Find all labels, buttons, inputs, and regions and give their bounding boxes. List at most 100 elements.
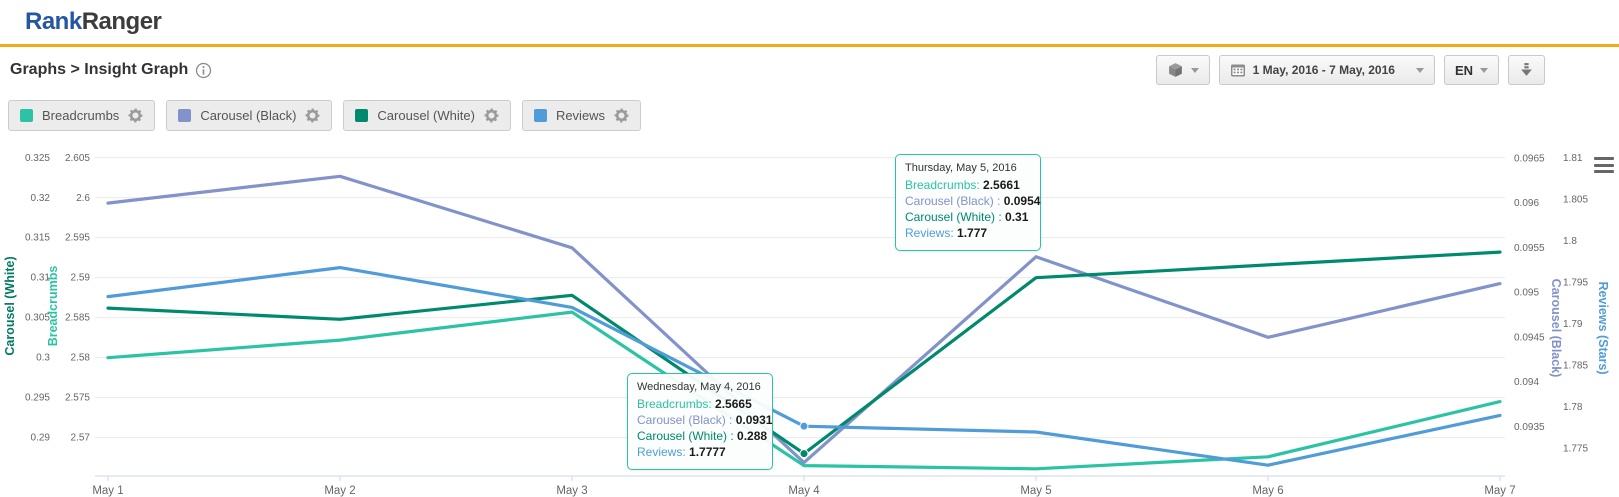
axis-tick-label-breadcrumbs: 2.605 [65, 153, 90, 164]
axis-tick-label-breadcrumbs: 2.59 [71, 273, 91, 284]
legend-chip-breadcrumbs[interactable]: Breadcrumbs [8, 100, 156, 131]
series-color-swatch [20, 109, 33, 122]
tooltip-row: Reviews: 1.7777 [637, 444, 726, 459]
axis-tick-label-breadcrumbs: 2.57 [71, 433, 91, 444]
series-color-swatch [355, 109, 369, 122]
axis-tick-label-reviews: 1.805 [1563, 194, 1588, 205]
x-axis-label: May 6 [1252, 485, 1283, 497]
gear-icon[interactable] [128, 108, 143, 123]
tooltip-row: Carousel (White) : 0.288 [637, 428, 768, 443]
series-color-swatch [178, 109, 192, 122]
axis-tick-label-carousel_black: 0.095 [1514, 288, 1539, 299]
series-line-reviews[interactable] [106, 266, 1502, 467]
package-icon [1168, 62, 1182, 77]
axis-tick-label-breadcrumbs: 2.6 [76, 193, 90, 204]
axis-tick-label-carousel_white: 0.325 [25, 153, 50, 164]
x-axis-label: May 7 [1484, 485, 1515, 497]
axis-tick-label-reviews: 1.79 [1563, 319, 1583, 330]
legend-chip-carousel-black[interactable]: Carousel (Black) [166, 100, 333, 131]
chart-tooltip-may5: Thursday, May 5, 2016 Breadcrumbs: 2.566… [895, 154, 1041, 251]
axis-tick-label-breadcrumbs: 2.585 [65, 313, 90, 324]
x-axis-label: May 5 [1020, 485, 1051, 497]
chart-tooltip-may4: Wednesday, May 4, 2016 Breadcrumbs: 2.56… [627, 373, 773, 470]
chevron-down-icon [1480, 67, 1488, 73]
hover-marker[interactable] [799, 421, 809, 431]
gear-icon[interactable] [614, 108, 629, 123]
app-logo[interactable]: RankRanger [25, 8, 162, 36]
axis-title-carousel_white: Carousel (White) [3, 256, 17, 355]
logo-ranger: Ranger [81, 8, 162, 35]
axis-tick-label-reviews: 1.775 [1563, 444, 1588, 455]
tooltip-date: Thursday, May 5, 2016 [905, 162, 1017, 174]
logo-rank: Rank [25, 8, 82, 35]
axis-tick-label-carousel_black: 0.0965 [1514, 153, 1545, 164]
legend-chip-label: Carousel (White) [377, 108, 475, 123]
axis-tick-label-breadcrumbs: 2.58 [71, 353, 91, 364]
page-title: Graphs > Insight Graph [10, 61, 189, 78]
legend-chip-label: Breadcrumbs [42, 108, 120, 123]
axis-tick-label-carousel_white: 0.31 [31, 273, 51, 284]
tooltip-row: Carousel (Black) : 0.0954 [905, 193, 1041, 208]
axis-tick-label-carousel_white: 0.29 [31, 433, 51, 444]
chevron-down-icon [1190, 67, 1199, 73]
tooltip-row: Carousel (White) : 0.31 [905, 209, 1029, 224]
tooltip-date: Wednesday, May 4, 2016 [637, 381, 761, 393]
axis-tick-label-carousel_black: 0.0945 [1514, 332, 1545, 343]
gear-icon[interactable] [484, 108, 499, 123]
axis-tick-label-carousel_black: 0.096 [1514, 198, 1539, 209]
legend-chip-label: Reviews [555, 108, 606, 123]
axis-tick-label-carousel_black: 0.0935 [1514, 422, 1545, 433]
language-button[interactable]: EN [1443, 55, 1499, 85]
calendar-icon [1230, 64, 1245, 76]
date-range-label: 1 May, 2016 - 7 May, 2016 [1252, 63, 1395, 77]
chart-context-menu-icon[interactable] [1594, 156, 1614, 174]
axis-tick-label-breadcrumbs: 2.575 [65, 393, 90, 404]
language-label: EN [1454, 62, 1473, 78]
package-menu-button[interactable] [1155, 55, 1210, 85]
series-line-carousel-black[interactable] [106, 174, 1502, 465]
download-button[interactable] [1508, 55, 1545, 85]
info-icon[interactable] [195, 62, 212, 79]
download-icon [1521, 63, 1532, 76]
axis-tick-label-reviews: 1.785 [1563, 361, 1588, 372]
tooltip-row: Reviews: 1.777 [905, 225, 988, 240]
axis-tick-label-reviews: 1.78 [1563, 402, 1583, 413]
toolbar: Graphs > Insight Graph 1 May, 2016 - 7 M… [0, 47, 1619, 93]
axis-tick-label-carousel_white: 0.315 [25, 233, 50, 244]
series-color-swatch [533, 109, 547, 122]
x-axis-label: May 2 [324, 485, 355, 497]
axis-title-carousel_black: Carousel (Black) [1549, 279, 1563, 378]
axis-tick-label-carousel_black: 0.0955 [1514, 243, 1545, 254]
axis-tick-label-reviews: 1.795 [1563, 278, 1588, 289]
tooltip-row: Breadcrumbs: 2.5665 [637, 397, 752, 411]
insight-graph-chart: 0.325 0.32 0.315 0.31 0.305 0.3 0.295 0.29 Carou… [0, 136, 1619, 497]
axis-tick-label-breadcrumbs: 2.595 [65, 233, 90, 244]
axis-tick-label-carousel_black: 0.094 [1514, 377, 1539, 388]
header-accent-line [0, 44, 1619, 47]
chevron-down-icon [1415, 67, 1424, 73]
axis-tick-label-reviews: 1.81 [1563, 153, 1583, 164]
hover-marker[interactable] [799, 449, 809, 459]
x-axis-label: May 4 [788, 485, 820, 497]
toolbar-actions: 1 May, 2016 - 7 May, 2016 EN [1155, 55, 1545, 85]
x-axis-label: May 3 [556, 485, 587, 497]
axis-tick-label-reviews: 1.8 [1563, 236, 1577, 247]
tooltip-row: Breadcrumbs: 2.5661 [905, 178, 1020, 192]
chart-canvas: 0.325 0.32 0.315 0.31 0.305 0.3 0.295 0.29 Carou… [3, 153, 1610, 497]
date-range-button[interactable]: 1 May, 2016 - 7 May, 2016 [1218, 55, 1435, 85]
axis-tick-label-carousel_white: 0.305 [25, 313, 50, 324]
legend-chip-carousel-white[interactable]: Carousel (White) [343, 100, 511, 131]
x-axis-label: May 1 [92, 485, 123, 497]
top-header: RankRanger [0, 0, 1619, 44]
axis-title-reviews: Reviews (Stars) [1596, 281, 1610, 374]
legend-chip-label: Carousel (Black) [200, 108, 297, 123]
axis-tick-label-carousel_white: 0.3 [36, 353, 50, 364]
breadcrumb: Graphs > Insight Graph [10, 61, 212, 79]
series-line-breadcrumbs[interactable] [106, 310, 1502, 471]
axis-tick-label-carousel_white: 0.295 [25, 393, 50, 404]
tooltip-row: Carousel (Black) : 0.0931 [637, 412, 773, 427]
gear-icon[interactable] [305, 108, 320, 123]
axis-tick-label-carousel_white: 0.32 [31, 193, 51, 204]
legend-chip-reviews[interactable]: Reviews [521, 100, 642, 131]
axis-title-breadcrumbs: Breadcrumbs [46, 266, 60, 347]
